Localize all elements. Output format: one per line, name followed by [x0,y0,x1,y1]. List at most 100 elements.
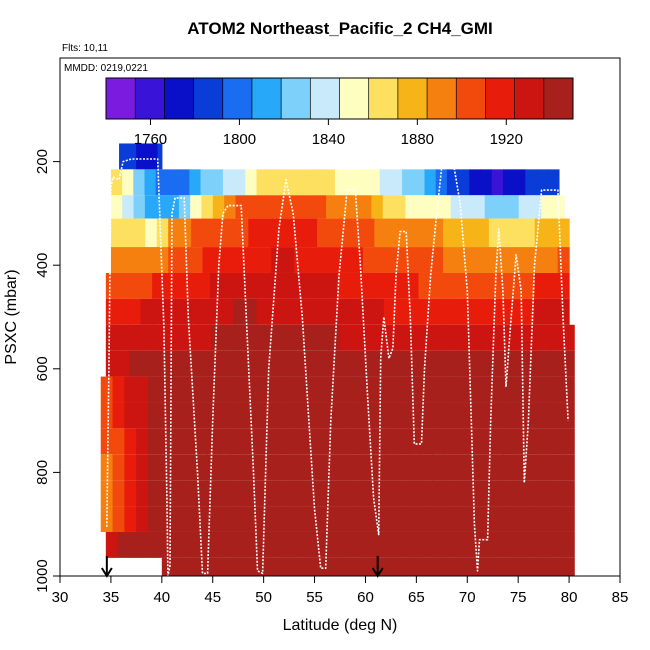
heatmap-cell [304,324,318,351]
x-tick-label: 75 [510,589,527,606]
heatmap-cell [163,298,176,325]
heatmap-cell [230,402,244,429]
heatmap-cell [323,169,336,196]
colorbar-segment [259,78,264,119]
heatmap-cell [112,480,125,507]
heatmap-cell [153,143,159,170]
colorbar-segment [562,78,567,119]
heatmap-cell [421,531,435,558]
heatmap-cell [432,480,445,507]
x-tick-label: 80 [561,589,578,606]
heatmap-cell [234,324,247,351]
heatmap-cell [140,531,154,558]
x-tick-label: 30 [52,589,69,606]
heatmap-cell [214,218,227,248]
heatmap-cell [267,272,281,299]
heatmap-cell [455,428,469,455]
heatmap-cell [337,402,350,429]
colorbar-segment [299,78,304,119]
heatmap-cell [385,218,398,248]
heatmap-cell [280,195,293,219]
heatmap-cell [455,402,469,429]
colorbar-segment [361,78,366,119]
colorbar-segment [149,78,154,119]
heatmap-cell [431,247,444,273]
heatmap-cell [195,376,208,403]
heatmap-cell [476,298,489,325]
heatmap-cell [374,247,387,273]
heatmap-cell [361,402,374,429]
heatmap-cell [384,480,398,507]
heatmap-cell [458,169,470,196]
heatmap-cell [349,506,362,532]
heatmap-cell [213,557,225,576]
heatmap-cell [479,480,492,507]
y-tick-label: 600 [34,356,51,381]
heatmap-cell [175,298,188,325]
heatmap-cell [492,324,505,351]
heatmap-cell [383,298,396,325]
heatmap-cell [254,506,268,532]
heatmap-cell [313,480,327,507]
colorbar-segment [113,78,118,119]
heatmap-cell [515,480,528,507]
heatmap-cell [488,298,501,325]
heatmap-cell [468,350,482,377]
heatmap-cell [410,324,423,351]
heatmap-cell [337,454,350,481]
heatmap-cell [378,557,390,576]
heatmap-cell [439,195,452,219]
heatmap-cell [242,402,256,429]
colorbar-segment [357,78,362,119]
heatmap-cell [266,480,279,507]
colorbar-segment [171,78,176,119]
heatmap-cell [525,169,538,196]
heatmap-cell [207,376,220,403]
heatmap-cell [503,454,516,481]
colorbar-segment [109,78,114,119]
heatmap-cell [557,298,570,325]
heatmap-cell [432,454,445,481]
heatmap-cell [313,376,327,403]
heatmap-cell [191,218,204,248]
heatmap-cell [420,454,433,481]
heatmap-cell [259,218,272,248]
heatmap-cell [211,169,224,196]
heatmap-cell [432,402,445,429]
colorbar-segment [146,78,151,119]
heatmap-cell [455,376,469,403]
colorbar-segment [510,78,516,119]
heatmap-cell [361,480,374,507]
heatmap-cell [349,402,362,429]
colorbar-segment [368,78,373,119]
heatmap-cell [394,195,407,219]
heatmap-cell [156,218,169,248]
heatmap-cell [244,298,257,325]
heatmap-cell [375,324,388,351]
heatmap-cell [503,376,516,403]
heatmap-cell [408,247,421,273]
colorbar-segment [120,78,125,119]
heatmap-cell [340,324,353,351]
heatmap-cell [480,531,493,558]
heatmap-cell [254,428,268,455]
heatmap-cell [410,350,423,377]
heatmap-cell [405,195,418,219]
heatmap-cell [477,247,490,273]
heatmap-cell [539,531,552,558]
heatmap-cell [351,531,365,558]
heatmap-cell [128,298,142,325]
heatmap-cell [219,480,232,507]
heatmap-cell [110,169,123,196]
colorbar-tick-labels: 1760 1800 1840 1880 1920 [134,119,523,148]
heatmap-cell [124,506,137,532]
heatmap-cell [258,350,271,377]
heatmap-cell [166,169,179,196]
heatmap-cell [306,557,318,576]
heatmap-cell [491,557,503,576]
heatmap-cell [199,324,212,351]
heatmap-cell [267,169,280,196]
colorbar-segment [178,78,184,119]
heatmap-cell [491,428,504,455]
heatmap-cell [214,247,227,273]
